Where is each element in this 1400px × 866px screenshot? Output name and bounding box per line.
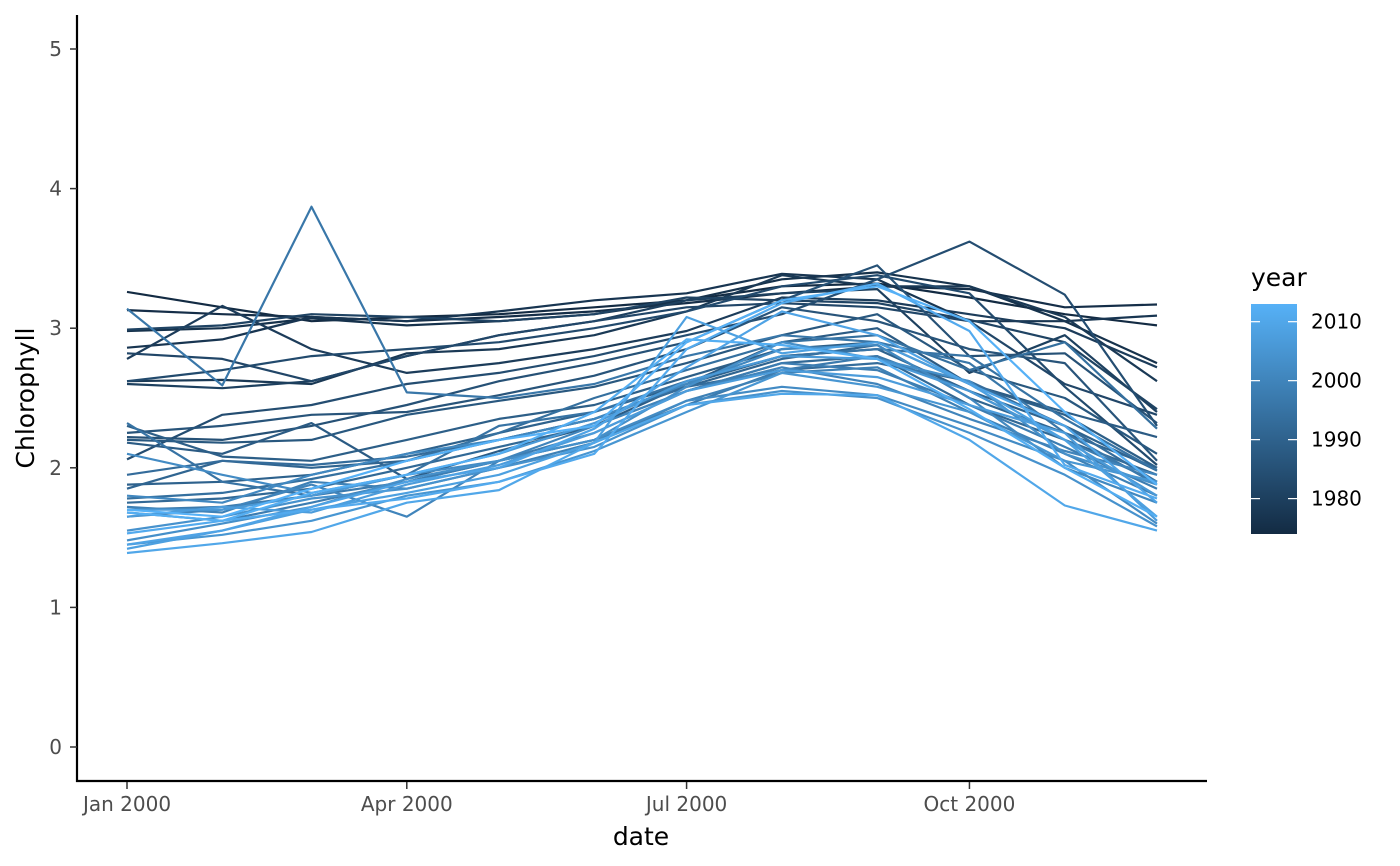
y-tick-label: 4 — [49, 177, 62, 201]
x-tick-label: Oct 2000 — [924, 792, 1016, 816]
series-line-2013 — [126, 285, 1158, 518]
legend-colorbar — [1251, 304, 1297, 534]
legend-ticks: 1980 1990 2000 2010 — [1251, 310, 1362, 511]
legend-title: year — [1251, 263, 1307, 292]
series-line-1977 — [126, 272, 1158, 349]
series-line-1996 — [126, 205, 1158, 486]
legend-label: 2000 — [1311, 369, 1362, 393]
legend-label: 1990 — [1311, 428, 1362, 452]
series-line-2011 — [126, 282, 1158, 535]
series-line-1981 — [126, 296, 1158, 411]
series-line-1979 — [126, 296, 1158, 374]
x-axis-title: date — [613, 822, 669, 851]
legend-label: 1980 — [1311, 487, 1362, 511]
y-tick-label: 5 — [49, 37, 62, 61]
x-tick-label: Jan 2000 — [81, 792, 171, 816]
series-line-1984 — [126, 240, 1158, 461]
y-axis-ticks: 0 1 2 3 4 5 — [49, 37, 77, 759]
y-tick-label: 0 — [49, 735, 62, 759]
series-line-2012 — [126, 338, 1158, 522]
series-line-2010 — [126, 392, 1158, 555]
legend: year 1980 1990 2000 2010 — [1251, 263, 1362, 534]
series-line-1982 — [126, 302, 1158, 416]
series-line-2002 — [126, 385, 1158, 525]
series-line-1983 — [126, 274, 1158, 466]
y-tick-label: 1 — [49, 595, 62, 619]
series-line-1986 — [126, 306, 1158, 462]
series-lines — [126, 205, 1158, 555]
x-tick-label: Jul 2000 — [644, 792, 727, 816]
x-tick-label: Apr 2000 — [361, 792, 453, 816]
series-line-2008 — [126, 315, 1158, 550]
y-tick-label: 3 — [49, 316, 62, 340]
y-axis-title: Chlorophyll — [11, 328, 40, 469]
series-line-2004 — [126, 389, 1158, 532]
x-axis-ticks: Jan 2000 Apr 2000 Jul 2000 Oct 2000 — [81, 782, 1015, 816]
series-line-1978 — [126, 274, 1158, 386]
y-tick-label: 2 — [49, 456, 62, 480]
legend-label: 2010 — [1311, 310, 1362, 334]
series-line-1974 — [126, 282, 1158, 327]
